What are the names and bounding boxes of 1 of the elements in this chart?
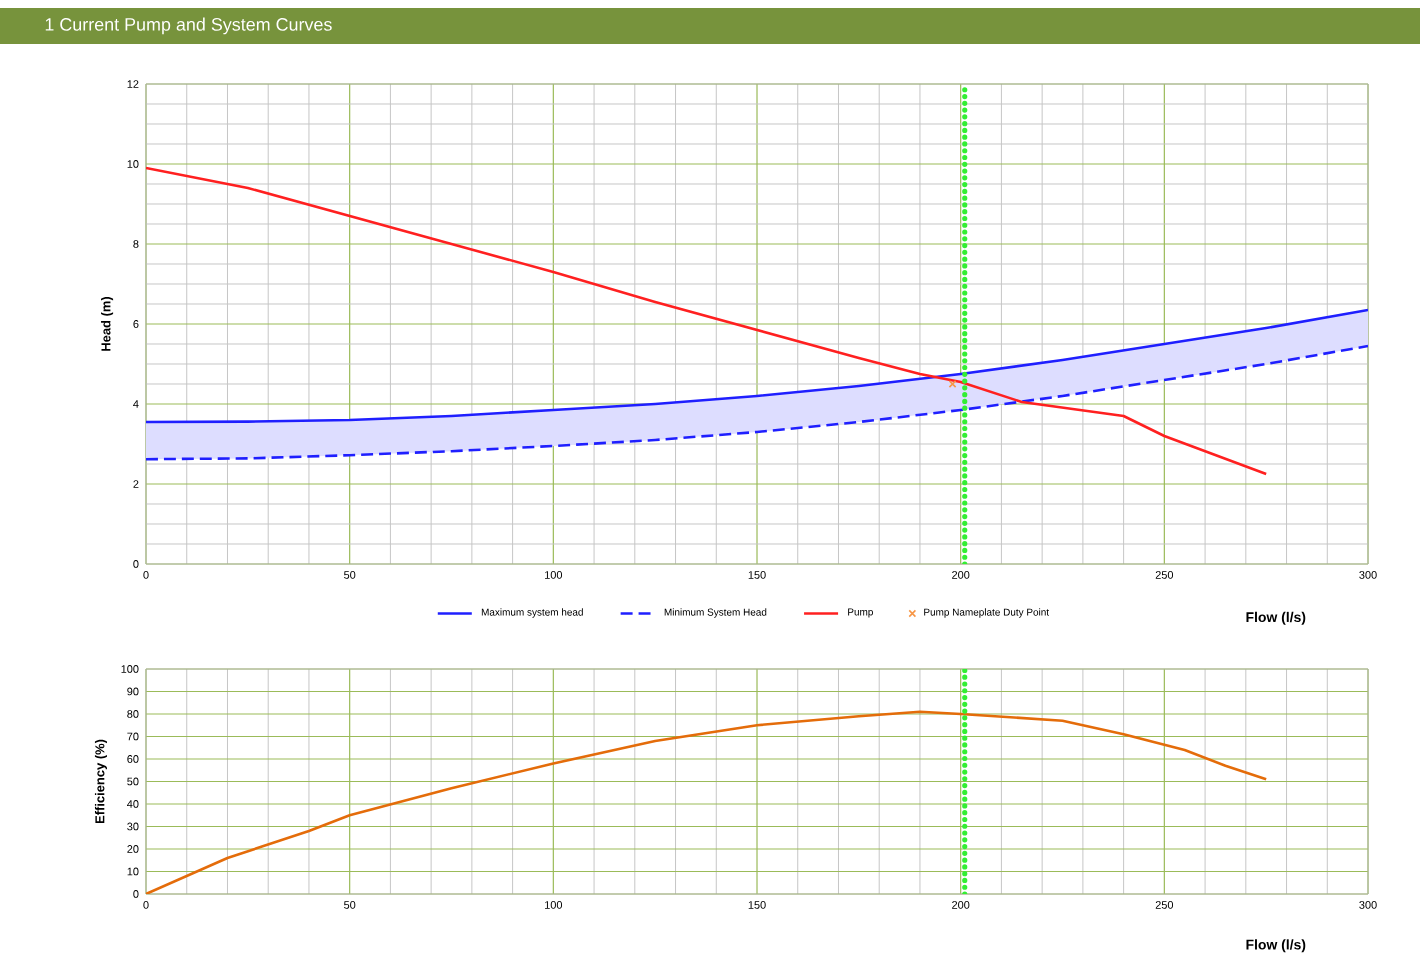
chart-title: 1 Current Pump and System Curves xyxy=(45,17,332,35)
